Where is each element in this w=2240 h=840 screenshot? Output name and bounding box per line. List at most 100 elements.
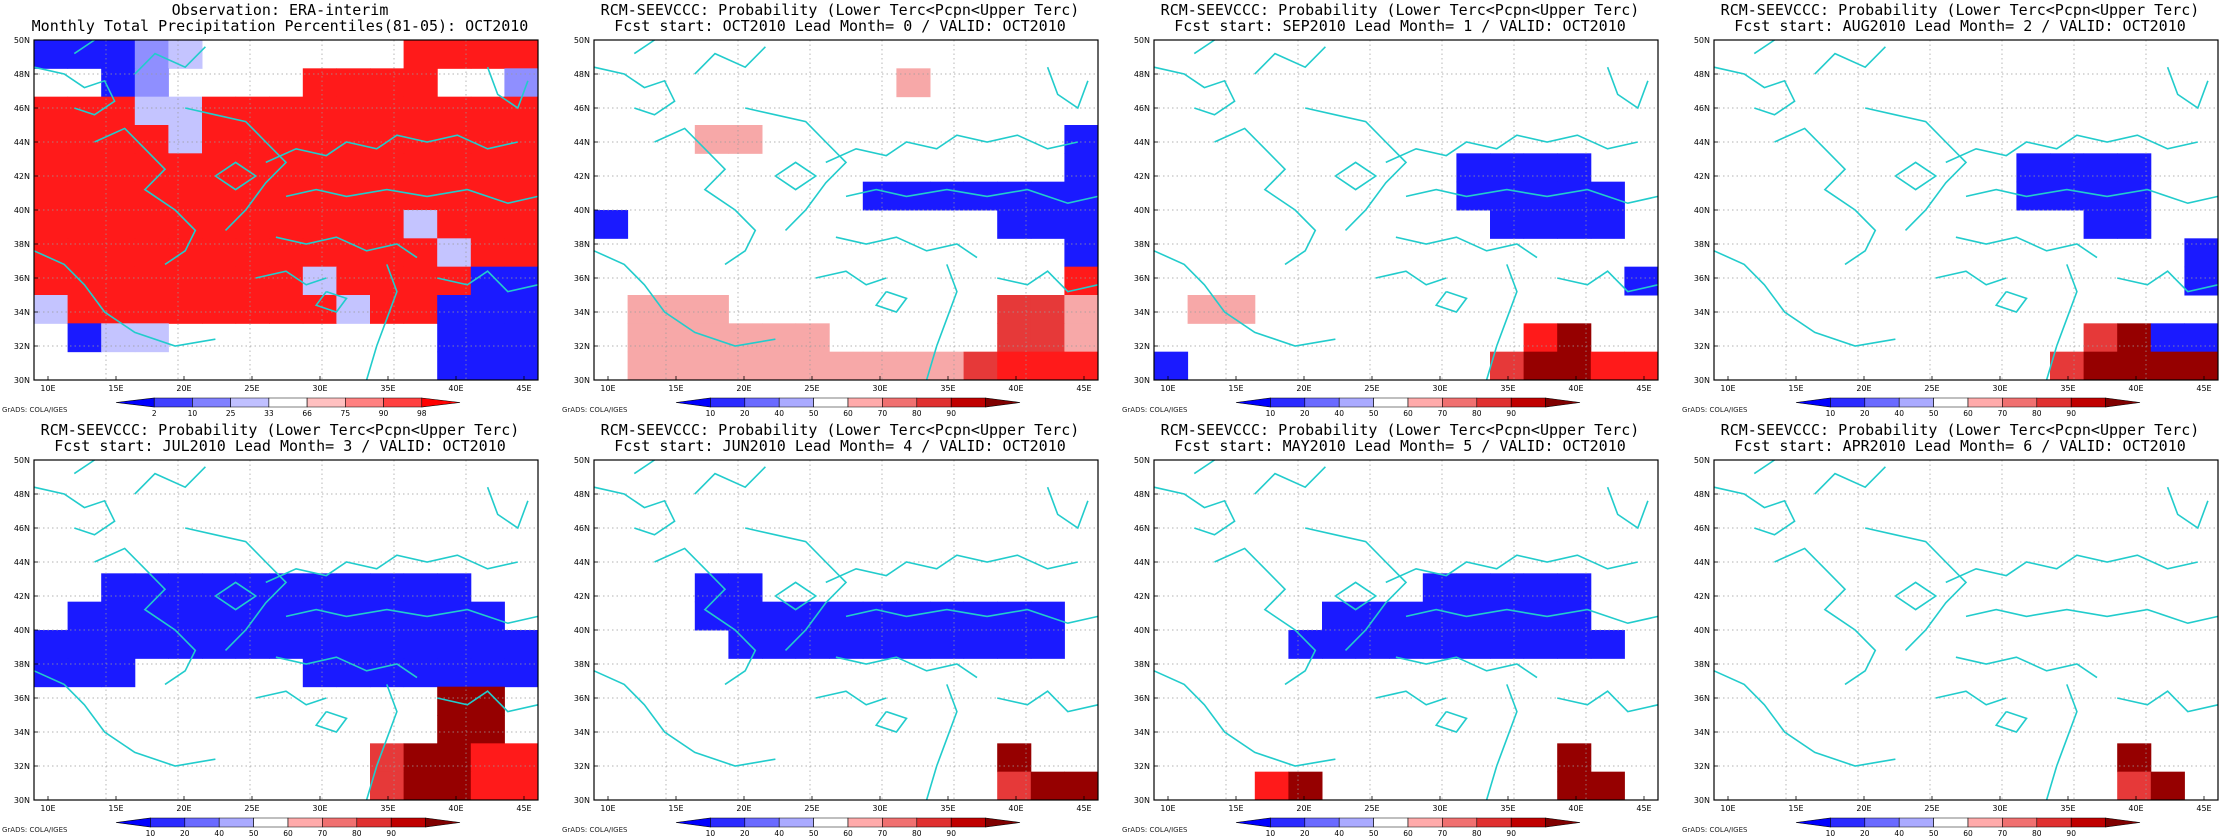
grads-credit: GrADS: COLA/IGES bbox=[562, 406, 628, 414]
panel-title: RCM-SEEVCCC: Probability (Lower Terc<Pcp… bbox=[600, 1, 1080, 19]
grid-cell bbox=[1064, 351, 1099, 381]
map-plot: 30N 32N 34N 36N 38N 40N 42N 44N 46N 48N 50N 10E 15E 2… bbox=[1694, 456, 2219, 838]
colorbar-label: 80 bbox=[2032, 409, 2042, 418]
grid-cell bbox=[2117, 323, 2152, 353]
grads-credit: GrADS: COLA/IGES bbox=[1682, 406, 1748, 414]
colorbar-label: 60 bbox=[1403, 829, 1413, 838]
grid-cell bbox=[101, 96, 136, 126]
lat-tick-label: 40N bbox=[14, 206, 30, 215]
lon-tick-label: 40E bbox=[2128, 384, 2143, 393]
data-grid bbox=[1254, 573, 1625, 801]
grid-cell bbox=[168, 295, 203, 324]
lat-tick-label: 34N bbox=[14, 728, 30, 737]
grid-cell bbox=[403, 295, 438, 324]
grid-cell bbox=[896, 68, 931, 98]
grid-cell bbox=[1030, 295, 1065, 324]
map-panel: RCM-SEEVCCC: Probability (Lower Terc<Pcp… bbox=[0, 420, 560, 840]
coastline bbox=[33, 66, 116, 116]
lon-tick-label: 10E bbox=[1160, 804, 1175, 813]
grid-cell bbox=[997, 295, 1032, 324]
grid-cell bbox=[1557, 743, 1592, 773]
grid-cell bbox=[2083, 153, 2118, 183]
coastline bbox=[925, 684, 958, 801]
grid-cell bbox=[1490, 210, 1525, 239]
colorbar-label: 10 bbox=[1266, 829, 1276, 838]
grid-cell bbox=[34, 153, 69, 183]
lon-tick-label: 35E bbox=[2060, 384, 2075, 393]
grid-cell bbox=[437, 743, 472, 773]
grid-cell bbox=[269, 238, 304, 268]
coastline bbox=[1305, 527, 1408, 651]
lon-tick-label: 20E bbox=[176, 804, 191, 813]
colorbar-swatch bbox=[1898, 817, 1934, 828]
grid-cell bbox=[762, 351, 797, 381]
coastline bbox=[1935, 690, 2007, 706]
coastline bbox=[1153, 486, 1236, 536]
grid-cell bbox=[370, 743, 405, 773]
lon-tick-label: 40E bbox=[1568, 384, 1583, 393]
coastline bbox=[593, 670, 776, 767]
grid-cell bbox=[862, 351, 897, 381]
lat-tick-label: 38N bbox=[574, 660, 590, 669]
lon-tick-label: 35E bbox=[1500, 804, 1515, 813]
coastline bbox=[654, 547, 757, 686]
lon-tick-label: 20E bbox=[1856, 384, 1871, 393]
grid-cell bbox=[101, 153, 136, 183]
lon-tick-label: 20E bbox=[1856, 804, 1871, 813]
colorbar: 10 20 40 50 60 70 80 90 bbox=[1795, 397, 2141, 418]
lat-tick-label: 30N bbox=[1694, 376, 1710, 385]
grid-cell bbox=[470, 295, 505, 324]
grid-cell bbox=[34, 181, 69, 211]
graticule bbox=[34, 40, 538, 380]
coastline bbox=[1254, 466, 1326, 495]
coastline bbox=[815, 690, 887, 706]
colorbar-swatch bbox=[390, 817, 426, 828]
colorbar-label: 20 bbox=[740, 829, 750, 838]
colorbar-label: 60 bbox=[1963, 409, 1973, 418]
grid-cell bbox=[168, 210, 203, 239]
colorbar-swatch bbox=[813, 817, 849, 828]
grid-cell bbox=[470, 658, 505, 688]
grid-cell bbox=[862, 601, 897, 631]
colorbar-label: 50 bbox=[1929, 829, 1939, 838]
colorbar-swatch bbox=[950, 397, 986, 408]
grid-cell bbox=[997, 601, 1032, 631]
colorbar-swatch bbox=[287, 817, 323, 828]
coastline bbox=[1153, 250, 1336, 347]
grid-cell bbox=[762, 323, 797, 353]
colorbar-swatch bbox=[1898, 397, 1934, 408]
grid-cell bbox=[34, 96, 69, 126]
map-plot: 30N 32N 34N 36N 38N 40N 42N 44N 46N 48N 50N 10E 15E 2… bbox=[574, 456, 1099, 838]
colorbar: 10 20 40 50 60 70 80 90 bbox=[1235, 817, 1581, 838]
data-grid bbox=[34, 40, 539, 381]
lat-tick-label: 38N bbox=[14, 660, 30, 669]
lat-tick-label: 34N bbox=[1694, 308, 1710, 317]
colorbar-swatch bbox=[1442, 397, 1478, 408]
graticule bbox=[34, 460, 538, 800]
grid-cell bbox=[168, 630, 203, 659]
colorbar-label: 40 bbox=[1894, 409, 1904, 418]
grid-cell bbox=[1030, 351, 1065, 381]
lon-tick-label: 40E bbox=[448, 384, 463, 393]
lon-tick-label: 10E bbox=[1720, 804, 1735, 813]
grid-cell bbox=[437, 40, 472, 69]
colorbar-swatch bbox=[1476, 397, 1512, 408]
colorbar-label: 70 bbox=[878, 409, 888, 418]
grid-cell bbox=[504, 96, 539, 126]
coastline bbox=[835, 656, 978, 679]
panel-title: RCM-SEEVCCC: Probability (Lower Terc<Pcp… bbox=[1720, 1, 2200, 19]
colorbar-swatch bbox=[356, 817, 392, 828]
colorbar-label: 70 bbox=[318, 829, 328, 838]
coastline bbox=[33, 486, 116, 536]
lat-tick-label: 48N bbox=[1134, 490, 1150, 499]
colorbar-label: 50 bbox=[1929, 409, 1939, 418]
grid-cell bbox=[67, 238, 102, 268]
grid-cell bbox=[269, 153, 304, 183]
grid-cell bbox=[1254, 771, 1289, 801]
graticule bbox=[1714, 40, 2218, 380]
grid-cell bbox=[101, 40, 136, 69]
lat-tick-label: 48N bbox=[1694, 70, 1710, 79]
grid-cell bbox=[370, 771, 405, 801]
coastline bbox=[2166, 66, 2209, 110]
colorbar-label: 70 bbox=[1438, 409, 1448, 418]
